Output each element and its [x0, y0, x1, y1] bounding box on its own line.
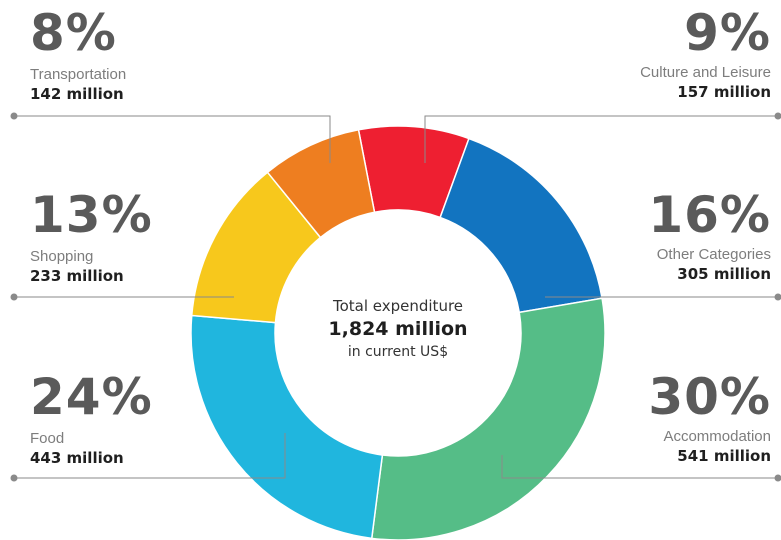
center-title: Total expenditure [332, 297, 464, 315]
leader-dot [10, 474, 18, 482]
leader-line-culture-and-leisure [424, 115, 778, 163]
category-label: Food [30, 430, 65, 447]
leader-line-transportation [14, 115, 331, 163]
amount-label: 305 million [677, 265, 771, 283]
label-food: 24% Food 443 million [30, 372, 153, 468]
slice-food [190, 314, 384, 540]
slice-other-categories [439, 137, 603, 314]
leader-dot [10, 293, 18, 301]
label-shopping: 13% Shopping 233 million [30, 190, 153, 286]
percent-label: 9% [684, 4, 771, 62]
leader-dot [774, 474, 781, 482]
amount-label: 233 million [30, 267, 124, 285]
category-label: Shopping [30, 248, 94, 265]
leader-dot [10, 112, 18, 120]
amount-label: 443 million [30, 449, 124, 467]
amount-label: 157 million [677, 83, 771, 101]
center-total: 1,824 million [328, 318, 468, 340]
percent-label: 13% [30, 186, 153, 244]
leader-dot [774, 293, 781, 301]
label-other-categories: 16% Other Categories 305 million [648, 190, 771, 284]
amount-label: 541 million [677, 447, 771, 465]
percent-label: 30% [648, 368, 771, 426]
label-accommodation: 30% Accommodation 541 million [648, 372, 771, 466]
leader-lines [10, 112, 781, 482]
leader-dot [774, 112, 781, 120]
center-unit: in current US$ [347, 344, 449, 360]
category-label: Other Categories [656, 246, 771, 263]
center-summary: Total expenditure 1,824 million in curre… [268, 296, 528, 362]
percent-label: 16% [648, 186, 771, 244]
leader-line-food [14, 433, 286, 479]
label-culture-leisure: 9% Culture and Leisure 157 million [640, 8, 771, 102]
category-label: Accommodation [663, 428, 771, 445]
label-transportation: 8% Transportation 142 million [30, 8, 126, 104]
category-label: Culture and Leisure [640, 64, 771, 81]
category-label: Transportation [30, 66, 127, 83]
donut-slices [190, 125, 606, 540]
amount-label: 142 million [30, 85, 124, 103]
slice-transportation [266, 128, 376, 239]
percent-label: 8% [30, 4, 117, 62]
percent-label: 24% [30, 368, 153, 426]
leader-line-accommodation [501, 455, 778, 479]
